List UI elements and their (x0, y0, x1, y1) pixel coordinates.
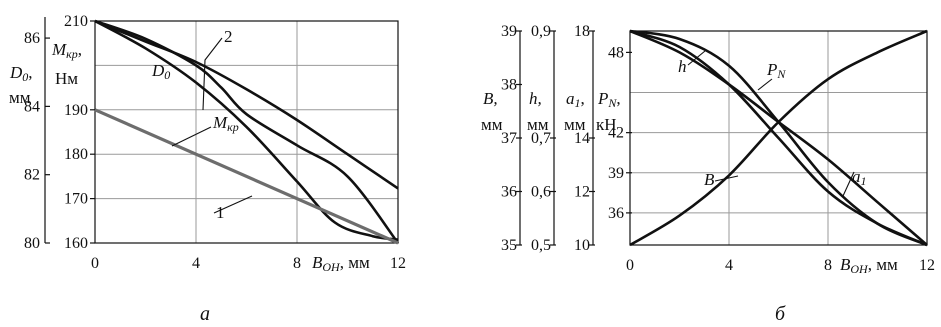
mkr-tick-label: 180 (64, 146, 88, 163)
series-label-a1: a1 (852, 167, 867, 188)
h-tick-label: 0,6 (531, 184, 551, 201)
plot-frame-b (629, 30, 928, 246)
caption-a: а (200, 303, 210, 325)
caption-b: б (775, 303, 786, 325)
d0-tick-label: 84 (24, 98, 40, 115)
series-a-0 (94, 19, 399, 190)
a1-tick-label: 18 (574, 23, 590, 40)
chart-b: 35 36 37 38 39 B, мм 0,5 0,6 0,7 0,9 h, мм 10 12 14 18 a1… (481, 23, 935, 325)
series-a-2 (94, 19, 399, 241)
h-tick-label: 0,5 (531, 237, 551, 254)
plot-frame (94, 20, 399, 244)
series-label-pn: PN (766, 60, 786, 81)
x-tick-label-b: 12 (919, 257, 935, 274)
B-axis-unit: мм (481, 115, 503, 134)
d0-axis-label: D0, (9, 63, 33, 84)
leader-1 (213, 195, 253, 214)
series-label-d0: D0 (151, 61, 170, 82)
PN-tick-label: 42 (608, 125, 624, 142)
leader-h (687, 50, 706, 66)
mkr-tick-label: 160 (64, 235, 88, 252)
d0-axis-unit: мм (9, 88, 31, 107)
mkr-axis-label: Mкр, (51, 40, 82, 61)
PN-tick-label: 48 (608, 44, 624, 61)
a1-tick-label: 12 (574, 184, 590, 201)
a1-axis-unit: мм (564, 115, 586, 134)
a1-axis-label: a1, (566, 89, 585, 110)
leader-2 (202, 37, 223, 111)
d0-tick-label: 86 (24, 30, 40, 47)
series-label-1: 1 (216, 203, 225, 222)
series-label-mkr: Mкр (212, 113, 239, 134)
x-tick-label-b: 8 (824, 257, 832, 274)
leader-b (714, 175, 739, 182)
B-tick-label: 37 (501, 130, 517, 147)
B-tick-label: 38 (501, 77, 517, 94)
mkr-tick-label: 190 (64, 102, 88, 119)
d0-tick-label: 80 (24, 235, 40, 252)
B-axis-label: B, (483, 89, 498, 108)
series-a-1 (94, 19, 400, 244)
x-tick-label-a: 0 (91, 255, 99, 272)
x-tick-label-b: 4 (725, 257, 733, 274)
d0-tick-label: 82 (24, 167, 40, 184)
leader-pn (757, 78, 773, 91)
a1-tick-label: 14 (574, 130, 590, 147)
h-axis-label: h, (529, 89, 542, 108)
PN-tick-label: 39 (608, 165, 624, 182)
x-axis-label-b: BOH, мм (840, 255, 898, 276)
leader-a1 (842, 171, 855, 197)
B-tick-label: 36 (501, 184, 517, 201)
h-tick-label: 0,7 (531, 130, 551, 147)
series-label-h: h (678, 57, 687, 76)
x-tick-label-a: 4 (192, 255, 200, 272)
B-tick-label: 39 (501, 23, 517, 40)
x-tick-label-a: 8 (293, 255, 301, 272)
series-a-3 (94, 108, 399, 245)
PN-tick-label: 36 (608, 205, 624, 222)
x-axis-label-a: BOH, мм (312, 253, 370, 274)
h-axis-unit: мм (527, 115, 549, 134)
a1-tick-label: 10 (574, 237, 590, 254)
series-label-2: 2 (224, 27, 233, 46)
x-tick-label-b: 0 (626, 257, 634, 274)
series-b-3 (629, 29, 928, 247)
mkr-axis-unit: Нм (55, 69, 78, 88)
PN-axis-unit: кН (596, 115, 617, 134)
leader-mkr (171, 126, 212, 147)
mkr-tick-label: 170 (64, 191, 88, 208)
x-tick-label-a: 12 (390, 255, 406, 272)
B-tick-label: 35 (501, 237, 517, 254)
series-label-b: B (704, 170, 715, 189)
h-tick-label: 0,9 (531, 23, 551, 40)
mkr-tick-label: 210 (64, 13, 88, 30)
PN-axis-label: PN, (597, 89, 621, 110)
